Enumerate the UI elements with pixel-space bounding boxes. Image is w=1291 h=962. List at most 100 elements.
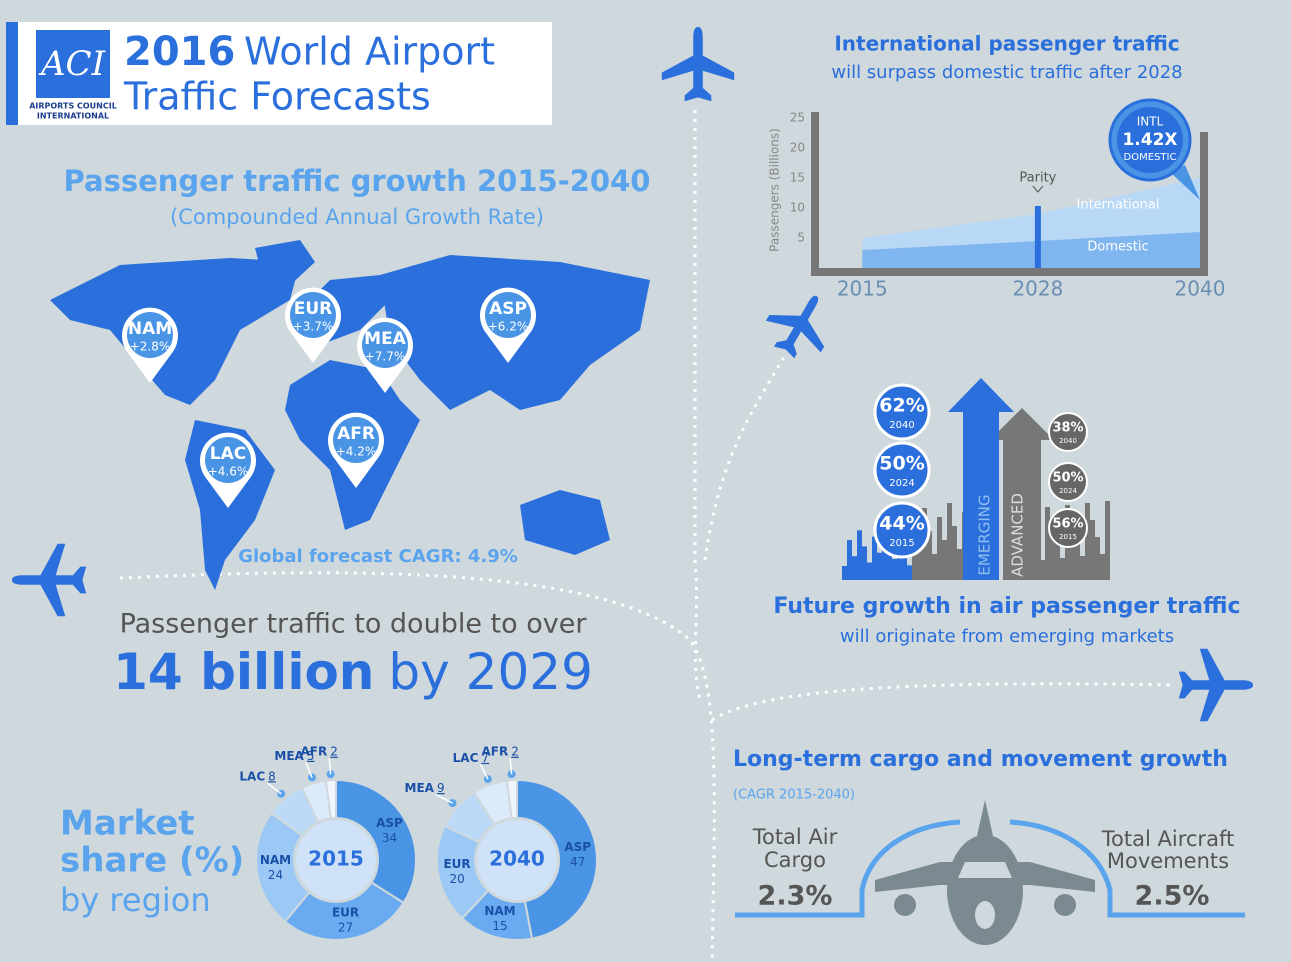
arrow-advanced <box>990 408 1054 580</box>
label: 2015 <box>889 538 914 549</box>
label: International passenger traffic <box>834 32 1179 56</box>
label: NAM <box>484 904 515 918</box>
label: 2024 <box>889 478 914 489</box>
label: NAM <box>260 853 291 867</box>
label: 56% <box>1052 517 1083 532</box>
plane-icon <box>1178 648 1254 722</box>
label: will originate from emerging markets <box>840 626 1174 647</box>
skyline <box>862 546 867 580</box>
label: 2040 <box>1059 437 1077 445</box>
label: AFR <box>337 424 375 444</box>
label: MEA <box>364 329 407 349</box>
donut-center <box>296 820 376 900</box>
area-domestic <box>862 232 1200 268</box>
label: ASP <box>489 299 527 319</box>
label: Passenger traffic to double to over <box>120 609 588 640</box>
headline-bold: 14 billion <box>113 643 374 701</box>
label: 2028 <box>1012 277 1063 301</box>
skyline <box>947 503 952 580</box>
label: Passenger traffic growth 2015-2040 <box>64 164 651 198</box>
share-circle <box>873 441 931 499</box>
skyline <box>857 530 862 580</box>
axis-bottom <box>811 268 1208 276</box>
label: 5 <box>307 749 315 763</box>
share-circle <box>1048 462 1088 502</box>
label: 34 <box>382 831 397 845</box>
donut-segment <box>255 811 311 924</box>
plane-icon <box>11 543 87 617</box>
label: 9 <box>437 781 445 795</box>
skyline <box>1085 503 1090 580</box>
skyline <box>1075 539 1080 580</box>
skyline <box>927 531 932 580</box>
pin-inner <box>362 322 408 368</box>
arc-left <box>735 819 961 918</box>
area-international <box>862 178 1200 250</box>
label: 50% <box>879 453 924 475</box>
skyline <box>887 542 892 580</box>
label: 8 <box>268 769 276 783</box>
flight-path <box>693 110 702 701</box>
label: +7.7% <box>365 350 406 364</box>
label: 44% <box>879 513 924 535</box>
label: 15 <box>790 171 805 185</box>
label: 62% <box>879 395 924 417</box>
pin-inner <box>127 312 173 358</box>
label: ACI <box>38 44 106 84</box>
label: 2040 <box>489 847 545 871</box>
axis-left <box>811 112 819 272</box>
label: MEA <box>274 749 304 763</box>
label: 2 <box>330 745 338 759</box>
label: 27 <box>338 921 353 935</box>
label: 2040 <box>1175 277 1226 301</box>
label: 2015 <box>308 847 364 871</box>
skyline <box>917 545 922 580</box>
skyline <box>1055 541 1060 580</box>
label: 7 <box>481 751 489 765</box>
label: Traffic Forecasts <box>123 75 431 119</box>
skyline <box>1040 560 1045 580</box>
donut-segment <box>324 778 337 820</box>
skyline <box>1045 507 1050 580</box>
label: Global forecast CAGR: 4.9% <box>238 546 518 567</box>
badge-pin <box>1170 165 1200 200</box>
label: 2040 <box>889 420 914 431</box>
skyline <box>952 526 957 580</box>
engine <box>892 892 918 918</box>
skyline <box>1050 524 1055 580</box>
label: 10 <box>790 201 805 215</box>
label: 2.3% <box>758 881 833 912</box>
donut-center <box>477 820 557 900</box>
continent <box>520 490 610 555</box>
parity-line <box>1034 206 1041 268</box>
label: AFR <box>481 745 508 759</box>
label: by region <box>60 881 211 919</box>
label: will surpass domestic traffic after 2028 <box>831 62 1182 83</box>
label: Parity <box>1019 171 1056 186</box>
leader-line <box>305 762 313 778</box>
label: 1.42X <box>1122 130 1177 150</box>
label: Future growth in air passenger traffic <box>773 594 1240 619</box>
header-bar <box>6 22 18 125</box>
plane-icon <box>756 280 845 369</box>
skyline <box>867 562 872 580</box>
skyline <box>942 540 947 580</box>
label: EUR <box>294 299 333 319</box>
skyline <box>877 552 882 580</box>
skyline <box>892 559 897 580</box>
skyline <box>902 549 907 580</box>
label: (CAGR 2015-2040) <box>733 788 855 803</box>
label: EUR <box>332 906 359 920</box>
share-circle <box>1048 508 1088 548</box>
label: 2024 <box>1059 487 1077 495</box>
share-circle <box>1048 412 1088 452</box>
flight-path <box>119 571 716 962</box>
plane-front-nose <box>975 901 995 929</box>
leader-line <box>266 782 282 795</box>
label: +4.2% <box>336 445 377 459</box>
arrow-emerging <box>948 378 1014 580</box>
leader-line <box>328 758 332 775</box>
label: Domestic <box>1087 240 1148 255</box>
label: LAC <box>210 444 246 464</box>
